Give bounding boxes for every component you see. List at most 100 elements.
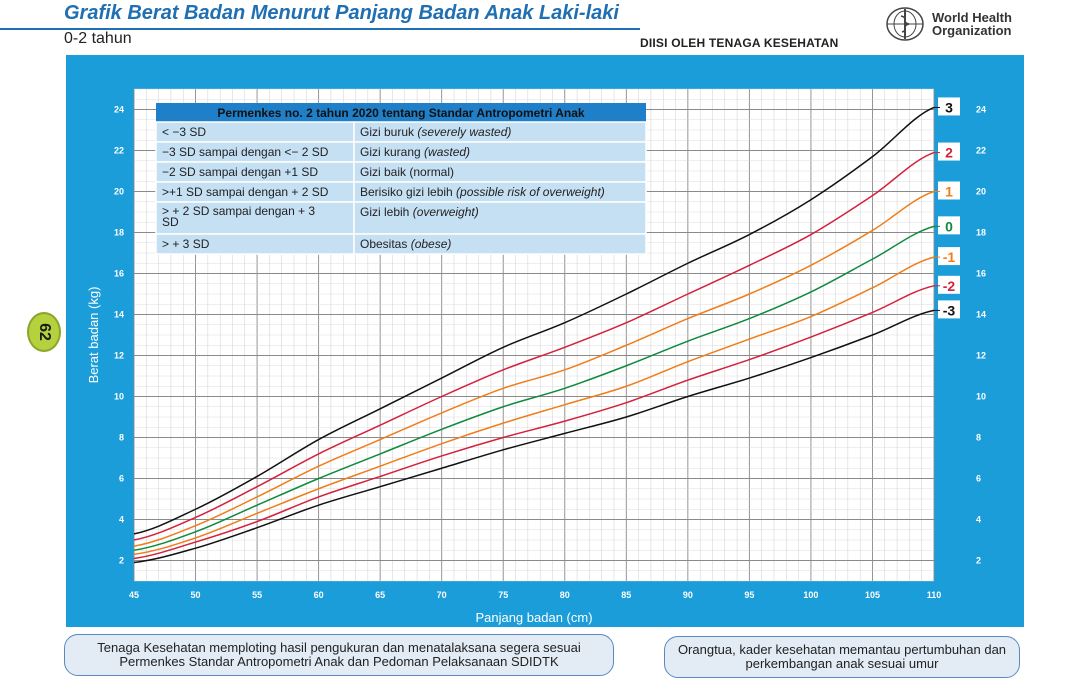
x-tick-label: 80 [560,590,570,600]
table-status-text: Gizi buruk (severely wasted) [360,125,511,139]
sd-curve-0 [133,225,935,551]
sd-curve-1 [133,190,935,547]
y-tick-label-right: 16 [976,269,986,279]
y-tick-label-right: 24 [976,105,986,115]
x-tick-label: 110 [927,590,942,600]
page-number-badge: 62 [27,312,61,352]
x-tick-label: 105 [865,590,880,600]
sd-label-bg [938,275,960,294]
table-status-cell [353,201,647,235]
table-range-text: >+1 SD sampai dengan + 2 SD [162,185,329,199]
x-tick-label: 100 [803,590,818,600]
health-worker-note: Tenaga Kesehatan memploting hasil penguk… [64,634,614,676]
table-status-english: (wasted) [421,145,470,159]
chart-panel: 45 50 55 60 65 70 75 80 85 90 95 100 105 110 2 2 4 4 6 6 8 8 1… [66,55,1024,627]
y-tick-label-right: 12 [976,351,986,361]
y-tick-label-right: 8 [976,433,981,443]
y-tick-label-left: 6 [119,474,124,484]
sd-label-bg [938,216,960,235]
x-axis-label: Panjang badan (cm) [475,610,592,625]
sd-label-bg [938,247,960,266]
x-tick-label: 50 [191,590,201,600]
sd-label--3: -3 [934,300,960,319]
table-status-text: Gizi kurang (wasted) [360,145,470,159]
table-status-cell [353,233,647,255]
sd-label-bg [938,300,960,319]
y-tick-label-left: 4 [119,515,124,525]
x-tick-label: 75 [498,590,508,600]
sd-label-3: 3 [934,97,960,116]
sd-label-text: -2 [943,278,956,294]
sd-label-0: 0 [934,216,960,235]
table-status-main: Gizi kurang [360,145,421,159]
sd-label-text: -1 [943,249,956,265]
table-status-text: Gizi baik (normal) [360,165,454,179]
x-tick-label: 55 [252,590,262,600]
y-tick-label-right: 10 [976,392,986,402]
sd-label-text: 0 [945,218,953,234]
y-tick-label-left: 18 [114,228,124,238]
table-status-text: Gizi lebih (overweight) [360,205,479,219]
sd-label-text: -3 [943,302,956,318]
table-status-main: Gizi buruk [360,125,415,139]
table-status-english: (obese) [407,237,451,251]
x-tick-label: 90 [683,590,693,600]
page-number: 62 [35,323,53,341]
x-tick-label: 45 [129,590,139,600]
y-tick-label-right: 4 [976,515,981,525]
sd-label--2: -2 [934,275,960,294]
y-tick-label-left: 14 [114,310,124,320]
y-tick-label-left: 22 [114,146,124,156]
y-tick-label-left: 2 [119,556,124,566]
table-status-english: (severely wasted) [414,125,511,139]
page-title: Grafik Berat Badan Menurut Panjang Badan… [64,2,619,24]
table-range-line: SD [162,215,179,229]
table-status-english: (possible risk of overweight) [453,185,605,199]
y-tick-label-left: 20 [114,187,124,197]
who-line-2: Organization [932,23,1012,38]
y-tick-label-left: 16 [114,269,124,279]
table-status-main: Gizi lebih [360,205,409,219]
table-title: Permenkes no. 2 tahun 2020 tentang Stand… [217,106,585,120]
y-tick-label-right: 6 [976,474,981,484]
sd-curve-2 [133,151,935,541]
sd-label-bg [938,142,960,161]
age-range-subtitle: 0-2 tahun [64,30,132,47]
sd-label-2: 2 [934,142,960,161]
table-status-main: Obesitas [360,237,407,251]
sd-label-text: 1 [945,184,953,200]
table-range-line: > + 2 SD sampai dengan + 3 [162,204,315,218]
y-tick-label-right: 2 [976,556,981,566]
table-header-bg [156,103,646,122]
parent-note-text: Orangtua, kader kesehatan memantau pertu… [677,642,1007,671]
table-status-text: Berisiko gizi lebih (possible risk of ov… [360,185,605,199]
sd-classification-table: Permenkes no. 2 tahun 2020 tentang Stand… [155,103,647,255]
parent-note: Orangtua, kader kesehatan memantau pertu… [664,636,1020,678]
who-line-1: World Health [932,10,1012,25]
sd-label-bg [938,97,960,116]
who-emblem-icon [886,7,924,41]
sd-label-text: 2 [945,145,953,161]
table-range-text: > + 3 SD [162,237,210,251]
sd-label-1: 1 [934,181,960,200]
health-worker-note-text: Tenaga Kesehatan memploting hasil penguk… [97,640,581,669]
filled-by-label: DIISI OLEH TENAGA KESEHATAN [640,36,839,50]
table-range-text: −2 SD sampai dengan +1 SD [162,165,318,179]
table-range-text: −3 SD sampai dengan <− 2 SD [162,145,329,159]
table-status-english: (overweight) [409,205,478,219]
sd-curve--3 [133,309,935,564]
x-tick-label: 95 [744,590,754,600]
sd-curve--2 [133,285,935,560]
y-tick-label-right: 14 [976,310,986,320]
x-tick-label: 60 [314,590,324,600]
who-wordmark: World Health Organization [932,11,1012,37]
y-tick-label-left: 24 [114,105,124,115]
title-underline [0,28,640,30]
sd-curve-3 [133,106,935,535]
y-tick-label-right: 22 [976,146,986,156]
table-status-text: Obesitas (obese) [360,237,451,251]
y-tick-label-left: 10 [114,392,124,402]
y-tick-label-right: 18 [976,228,986,238]
sd-label-bg [938,181,960,200]
